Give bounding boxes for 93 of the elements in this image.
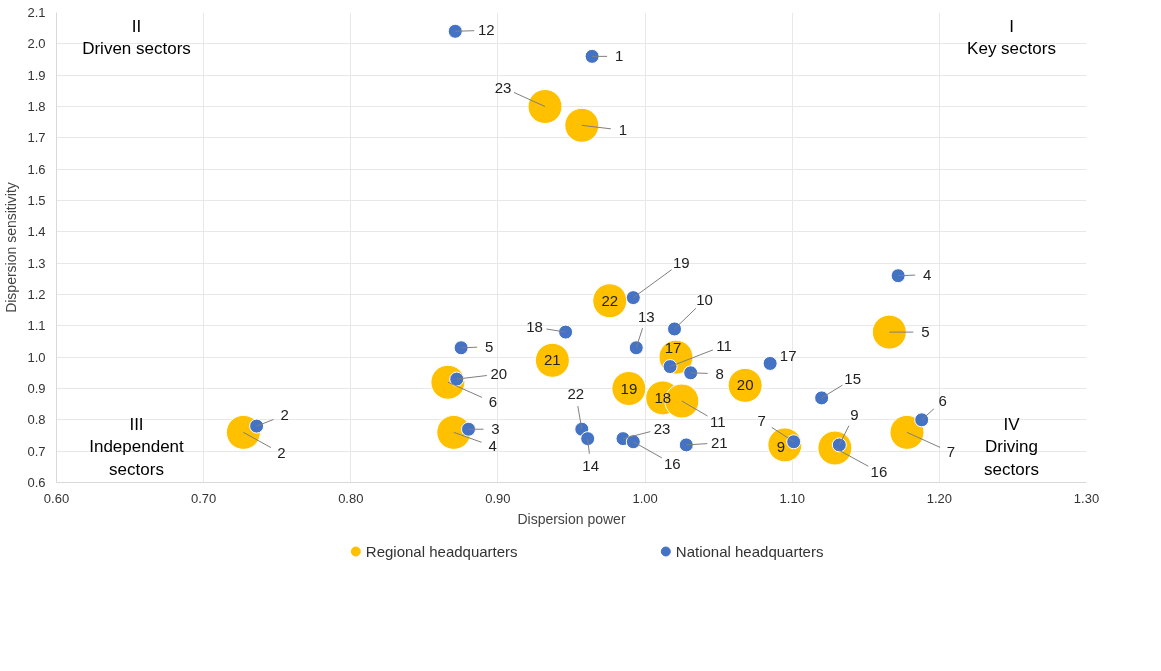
legend-label: National headquarters bbox=[675, 543, 824, 560]
point bbox=[871, 314, 907, 350]
y-tick-label: 1.5 bbox=[27, 193, 46, 208]
x-tick-label: 0.60 bbox=[43, 490, 70, 506]
annotation: 9 bbox=[850, 405, 859, 423]
x-tick-label: 0.90 bbox=[485, 490, 511, 506]
y-tick-label: 2.0 bbox=[27, 36, 46, 52]
annotation: 23 bbox=[653, 419, 671, 437]
y-tick-label: 1.3 bbox=[27, 255, 46, 271]
annotation: 2 bbox=[277, 444, 286, 462]
annotation: 1 bbox=[618, 121, 627, 139]
y-tick-label: 1.2 bbox=[27, 287, 46, 302]
annotation: 5 bbox=[484, 337, 494, 355]
annotation: 17 bbox=[779, 347, 797, 365]
annotation: 10 bbox=[696, 290, 713, 308]
y-tick-label: 1.7 bbox=[27, 130, 46, 146]
annotation: 19 bbox=[672, 253, 690, 271]
annotation: 22 bbox=[601, 291, 619, 309]
x-tick-label: 1.20 bbox=[926, 490, 953, 506]
annotation: 22 bbox=[567, 385, 585, 403]
y-tick-label: 1.1 bbox=[27, 318, 46, 334]
point bbox=[762, 355, 778, 371]
point bbox=[667, 321, 682, 337]
point bbox=[628, 340, 644, 356]
legend-label: Regional headquarters bbox=[365, 543, 518, 560]
point bbox=[890, 268, 906, 284]
y-tick-label: 0.7 bbox=[27, 443, 46, 459]
y-tick-label: 0.6 bbox=[27, 475, 46, 490]
annotation: 20 bbox=[490, 365, 508, 383]
point bbox=[683, 365, 699, 381]
annotation: 14 bbox=[582, 456, 600, 474]
y-tick-label: 0.8 bbox=[27, 412, 46, 428]
annotation: III Independent sectors bbox=[89, 414, 185, 480]
annotation: II Driven sectors bbox=[82, 16, 191, 59]
y-tick-label: 1.8 bbox=[27, 99, 46, 114]
point bbox=[558, 324, 574, 340]
annotation: 7 bbox=[757, 411, 766, 429]
annotation: 8 bbox=[715, 364, 724, 382]
point bbox=[453, 340, 469, 356]
annotation: 11 bbox=[710, 413, 726, 431]
x-tick-label: 1.30 bbox=[1073, 490, 1100, 506]
y-tick-label: 1.6 bbox=[27, 161, 46, 177]
annotation: 4 bbox=[922, 265, 932, 283]
annotation: 6 bbox=[938, 391, 947, 409]
point bbox=[678, 437, 694, 453]
annotation: 21 bbox=[544, 351, 561, 369]
point bbox=[461, 421, 476, 437]
annotation: IV Driving sectors bbox=[984, 414, 1039, 480]
y-tick-label: 1.4 bbox=[27, 224, 46, 240]
y-tick-label: 1.0 bbox=[27, 349, 46, 365]
point bbox=[914, 412, 930, 428]
point bbox=[662, 359, 678, 375]
point bbox=[249, 418, 265, 434]
annotation: 15 bbox=[844, 369, 861, 387]
annotation: 19 bbox=[620, 379, 638, 397]
y-tick-label: 2.1 bbox=[27, 5, 46, 20]
point bbox=[786, 434, 802, 450]
annotation: 4 bbox=[488, 437, 497, 455]
point bbox=[447, 23, 463, 39]
point bbox=[889, 414, 925, 450]
annotation: 1 bbox=[614, 47, 624, 65]
annotation: 7 bbox=[946, 443, 956, 461]
y-axis-title: Dispersion sensitivity bbox=[3, 182, 20, 313]
x-tick-label: 0.70 bbox=[190, 490, 217, 506]
point bbox=[625, 290, 641, 306]
x-tick-label: 1.10 bbox=[779, 490, 805, 506]
annotation: 3 bbox=[491, 420, 500, 438]
annotation: 16 bbox=[663, 454, 681, 472]
point bbox=[814, 390, 830, 406]
point bbox=[449, 371, 465, 387]
annotation: 13 bbox=[637, 307, 655, 325]
x-tick-label: 0.80 bbox=[338, 490, 364, 506]
annotation: I Key sectors bbox=[967, 16, 1056, 59]
annotation: 18 bbox=[526, 318, 543, 336]
x-axis-title: Dispersion power bbox=[517, 510, 626, 527]
point bbox=[564, 107, 600, 143]
point bbox=[527, 89, 563, 124]
annotation: 21 bbox=[710, 433, 728, 451]
annotation: 2 bbox=[280, 406, 289, 424]
annotation: 17 bbox=[664, 339, 682, 357]
x-tick-label: 1.00 bbox=[632, 490, 658, 506]
point bbox=[580, 431, 596, 447]
annotation: 12 bbox=[477, 21, 495, 39]
annotation: 11 bbox=[716, 336, 732, 354]
annotation: 6 bbox=[488, 393, 498, 411]
y-tick-label: 0.9 bbox=[27, 381, 46, 396]
annotation: 20 bbox=[736, 376, 754, 394]
annotation: 16 bbox=[870, 463, 888, 481]
y-tick-label: 1.9 bbox=[27, 67, 46, 83]
annotation: 23 bbox=[494, 78, 512, 96]
point bbox=[584, 48, 600, 64]
annotation: 5 bbox=[921, 323, 930, 341]
annotation: 9 bbox=[776, 437, 786, 455]
